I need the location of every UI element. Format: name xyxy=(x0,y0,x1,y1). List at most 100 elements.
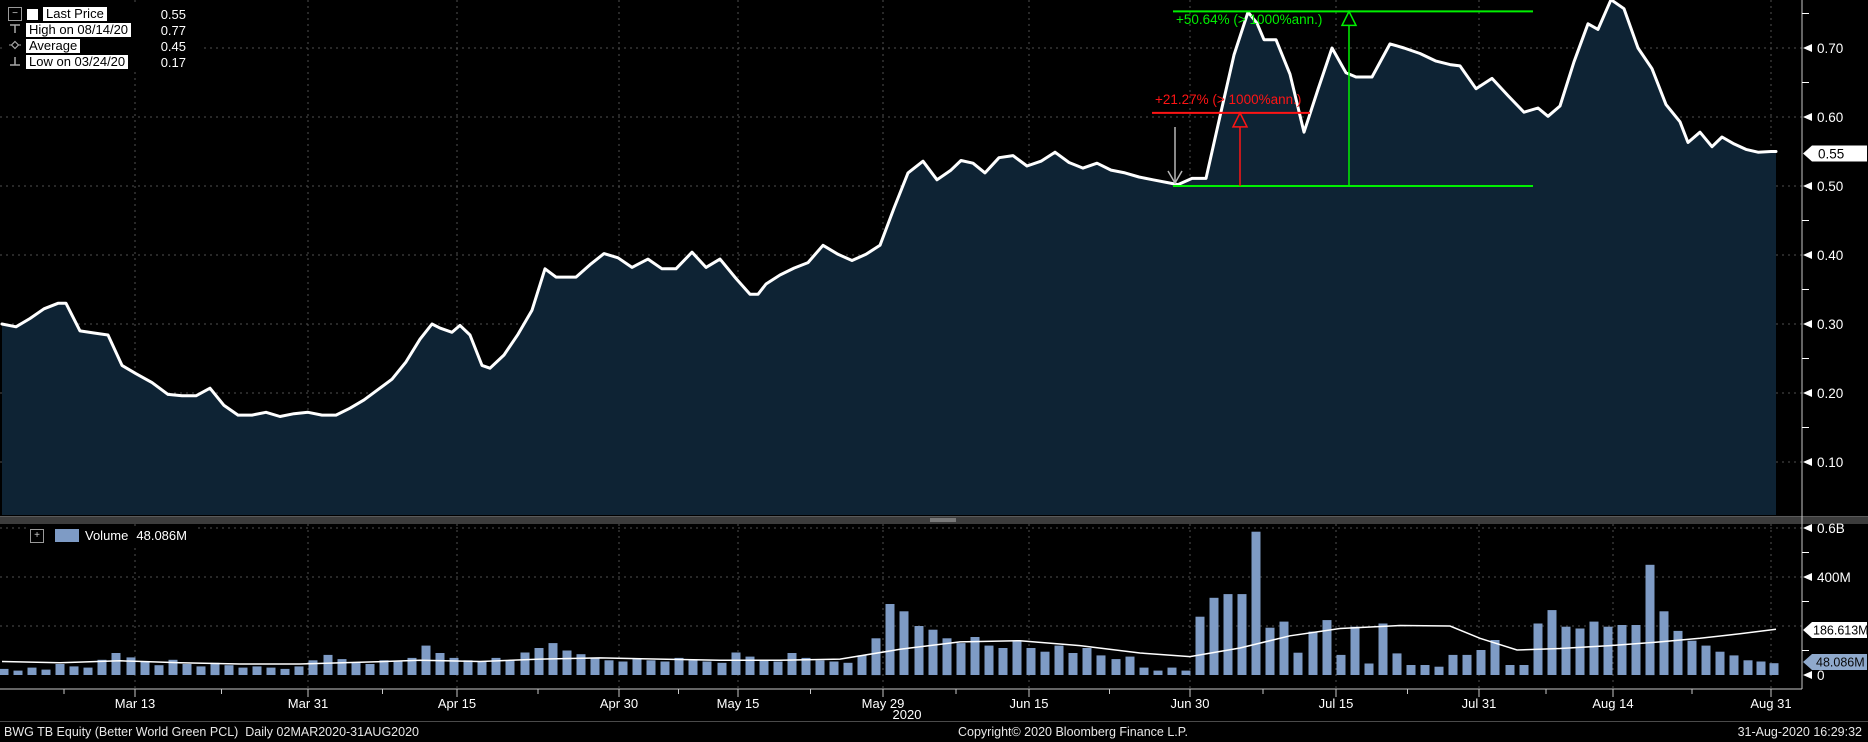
status-bar: BWG TB Equity (Better World Green PCL) D… xyxy=(0,721,1868,742)
volume-legend-label: Volume xyxy=(85,528,129,543)
volume-bar xyxy=(140,661,150,675)
volume-bar xyxy=(1068,653,1078,675)
volume-bar xyxy=(41,669,51,675)
volume-bars xyxy=(0,531,1779,676)
volume-bar xyxy=(885,604,895,675)
volume-bar xyxy=(717,662,727,676)
volume-bar xyxy=(252,666,262,675)
volume-bar xyxy=(1251,531,1261,675)
copyright-text: Copyright© 2020 Bloomberg Finance L.P. xyxy=(958,725,1188,739)
last-price-axis-badge: 0.55 xyxy=(1803,145,1867,162)
volume-bar xyxy=(942,638,952,676)
panel-divider[interactable] xyxy=(0,516,1868,524)
x-axis-label: Jun 30 xyxy=(1170,696,1209,711)
legend-row-average[interactable]: Average 0.45 xyxy=(8,38,198,54)
legend-row-last-price[interactable]: − Last Price 0.55 xyxy=(8,6,198,22)
volume-axis-label: 0 xyxy=(1817,668,1825,683)
volume-bar xyxy=(1026,648,1036,675)
volume-bar xyxy=(379,660,389,675)
volume-bar xyxy=(745,656,755,675)
volume-bar xyxy=(562,650,572,675)
x-axis-label: Jul 15 xyxy=(1319,696,1354,711)
volume-bar xyxy=(266,667,276,675)
axis-tick-arrow-icon xyxy=(1803,389,1812,397)
volume-bar xyxy=(27,667,37,675)
volume-legend[interactable]: + Volume 48.086M xyxy=(28,526,197,545)
price-area-fill xyxy=(2,0,1776,515)
volume-bar xyxy=(956,643,966,675)
volume-legend-value: 48.086M xyxy=(136,528,187,543)
price-axis-label: 0.60 xyxy=(1817,110,1843,125)
volume-bar xyxy=(731,652,741,675)
price-axis[interactable]: 0.70 0.60 0.50 0.40 0.30 0.20 0.10 xyxy=(1802,13,1843,471)
volume-bar xyxy=(83,667,93,675)
volume-bar xyxy=(1617,625,1627,675)
axis-tick-arrow-icon xyxy=(1803,251,1812,259)
axis-tick-arrow-icon xyxy=(1803,44,1812,52)
x-axis[interactable]: Mar 13 Mar 31 Apr 15 Apr 30 May 15 May 29 Jun … xyxy=(63,689,1792,722)
volume-bar xyxy=(154,665,164,675)
volume-bar xyxy=(1392,653,1402,675)
volume-bar xyxy=(1223,594,1233,675)
x-axis-label: Aug 14 xyxy=(1592,696,1633,711)
price-line xyxy=(0,0,1778,418)
legend-label: High on 08/14/20 xyxy=(26,23,132,37)
volume-axis-label: 0.6B xyxy=(1817,521,1845,536)
volume-bar xyxy=(632,659,642,675)
volume-bar xyxy=(928,629,938,675)
volume-bar xyxy=(491,657,501,675)
volume-bar xyxy=(1659,611,1669,675)
x-axis-label: Apr 15 xyxy=(438,696,476,711)
price-axis-label: 0.30 xyxy=(1817,317,1843,332)
legend-label: Last Price xyxy=(43,7,107,21)
expand-expander-icon[interactable]: + xyxy=(30,528,44,543)
volume-bar xyxy=(829,661,839,675)
volume-bar xyxy=(55,664,65,675)
collapse-expander-icon[interactable]: − xyxy=(8,7,22,21)
low-tick-icon xyxy=(10,57,20,66)
volume-bar xyxy=(449,657,459,675)
price-axis-label: 0.40 xyxy=(1817,248,1843,263)
volume-bar xyxy=(111,653,121,675)
volume-bar xyxy=(463,660,473,675)
volume-bar xyxy=(238,667,248,675)
volume-bar xyxy=(1181,670,1191,675)
legend-row-low[interactable]: Low on 03/24/20 0.17 xyxy=(8,54,198,70)
x-axis-year-label: 2020 xyxy=(893,707,922,722)
red-gain-annotation: +21.27% (> 1000%ann.) xyxy=(1155,92,1301,107)
volume-axis[interactable]: 0.6B 400M 0 xyxy=(1802,521,1851,683)
volume-bar xyxy=(1519,665,1529,675)
volume-bar xyxy=(984,645,994,675)
volume-bar xyxy=(773,661,783,675)
price-axis-label: 0.10 xyxy=(1817,455,1843,470)
volume-bar xyxy=(280,668,290,675)
axis-tick-arrow-icon xyxy=(1803,113,1812,121)
volume-swatch-icon xyxy=(55,529,79,542)
x-axis-label: Mar 13 xyxy=(115,696,155,711)
volume-bar xyxy=(323,654,333,675)
axis-tick-arrow-icon xyxy=(1803,671,1812,679)
volume-bar xyxy=(1082,648,1092,675)
volume-bar xyxy=(1420,665,1430,675)
legend-label: Low on 03/24/20 xyxy=(26,55,129,69)
x-axis-label: Jul 31 xyxy=(1462,696,1497,711)
axes xyxy=(0,0,1803,690)
green-arrowhead-icon xyxy=(1340,9,1358,27)
volume-bar xyxy=(210,662,220,676)
volume-bar xyxy=(435,653,445,675)
legend-row-high[interactable]: High on 08/14/20 0.77 xyxy=(8,22,198,38)
volume-bar xyxy=(1308,631,1318,675)
x-axis-label: May 29 xyxy=(862,696,905,711)
volume-bar xyxy=(0,668,9,675)
volume-bar xyxy=(590,657,600,675)
volume-bar xyxy=(843,662,853,676)
volume-bar xyxy=(1279,621,1289,675)
volume-bar xyxy=(660,661,670,675)
divider-drag-handle[interactable] xyxy=(930,518,956,522)
gain-annotations xyxy=(1152,9,1533,187)
volume-bar xyxy=(1293,652,1303,675)
volume-bar xyxy=(97,659,107,675)
volume-bar xyxy=(1265,627,1275,675)
